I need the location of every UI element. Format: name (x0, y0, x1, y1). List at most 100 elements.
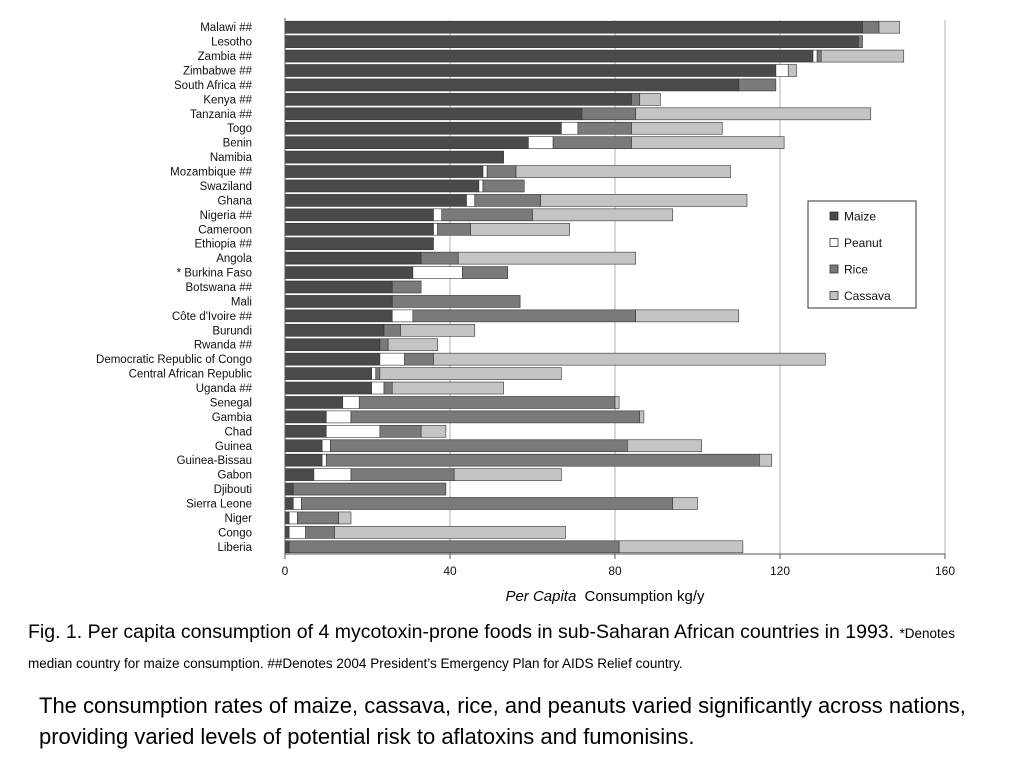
bar-segment-rice (858, 35, 863, 48)
bar-segment-maize (284, 367, 372, 380)
bar-segment-rice (482, 179, 525, 193)
country-label: Ghana (217, 195, 252, 207)
country-label: South Africa ## (174, 80, 253, 92)
bar-segment-cassava (400, 323, 476, 337)
bar-segment-rice (301, 497, 674, 510)
figure-caption: Fig. 1. Per capita consumption of 4 myco… (28, 618, 1003, 678)
bar-segment-rice (391, 280, 422, 294)
bar-segment-maize (284, 381, 372, 395)
bar-segment-cassava (618, 540, 744, 554)
bar-segment-rice (292, 482, 447, 496)
country-label: Zambia ## (198, 51, 253, 63)
bar-segment-maize (284, 468, 315, 481)
bar-segment-cassava (631, 136, 785, 149)
bar-segment-cassava (820, 49, 905, 63)
chart-bars (284, 20, 905, 554)
bar-segment-peanut (371, 381, 385, 395)
x-axis-label: Per Capita Consumption kg/y (505, 588, 705, 605)
country-label: Guinea (215, 441, 253, 453)
bar-segment-rice (474, 194, 542, 207)
legend-label: Rice (844, 263, 868, 277)
country-labels: Malawi ## Lesotho Zambia ## Zimbabwe ## Sout… (96, 22, 253, 554)
country-label: Chad (225, 426, 253, 438)
bar-segment-maize (284, 540, 290, 554)
country-label: Djibouti (214, 484, 252, 496)
bar-segment-peanut (288, 526, 306, 539)
bar-segment-maize (284, 49, 814, 63)
bar-segment-cassava (433, 352, 826, 366)
bar-segment-maize (284, 237, 434, 251)
bar-segment-rice (738, 78, 777, 92)
bar-segment-peanut (379, 352, 405, 366)
bar-segment-maize (284, 323, 385, 337)
country-label: Lesotho (211, 37, 252, 49)
country-label: Liberia (217, 542, 252, 554)
bar-segment-peanut (528, 136, 554, 149)
country-label: Senegal (210, 397, 252, 409)
bar-segment-maize (284, 93, 632, 106)
bar-segment-peanut (321, 439, 331, 453)
bar-segment-maize (284, 453, 323, 467)
bar-segment-rice (441, 208, 533, 222)
bar-segment-cassava (453, 468, 562, 481)
summary-text: The consumption rates of maize, cassava,… (39, 693, 966, 749)
bar-segment-maize (284, 309, 393, 323)
bar-segment-cassava (420, 425, 447, 438)
bar-segment-rice (350, 468, 455, 481)
bar-segment-cassava (759, 453, 773, 467)
bar-segment-peanut (325, 410, 352, 424)
bar-segment-cassava (639, 93, 661, 106)
country-label: Congo (218, 527, 252, 539)
x-tick-label: 0 (282, 564, 289, 578)
bar-segment-maize (284, 295, 393, 308)
bar-segment-rice (420, 251, 459, 265)
bar-segment-peanut (775, 64, 789, 77)
country-label: Namibia (210, 152, 253, 164)
country-label: Guinea-Bissau (177, 455, 252, 467)
bar-segment-rice (383, 381, 393, 395)
bar-segment-cassava (635, 309, 740, 323)
x-axis-label-italic: Per Capita (505, 588, 576, 605)
bar-segment-cassava (334, 526, 566, 539)
bar-segment-rice (486, 165, 517, 178)
country-label: Tanzania ## (190, 109, 253, 121)
bar-segment-maize (284, 511, 290, 525)
country-label: Uganda ## (196, 383, 253, 395)
bar-segment-rice (412, 309, 636, 323)
legend-swatch (829, 264, 839, 274)
bar-segment-maize (284, 222, 434, 236)
legend-swatch (829, 238, 839, 247)
bar-segment-cassava (379, 367, 562, 380)
bar-segment-cassava (540, 194, 748, 207)
country-label: Kenya ## (203, 94, 252, 106)
bar-segment-cassava (515, 165, 731, 178)
bar-segment-peanut (812, 49, 818, 63)
bar-segment-cassava (338, 511, 352, 525)
bar-segment-maize (284, 150, 504, 164)
bar-segment-cassava (387, 338, 438, 352)
bar-segment-cassava (614, 396, 620, 409)
bar-segment-rice (379, 338, 389, 352)
bar-segment-cassava (532, 208, 674, 222)
legend-swatch (829, 291, 839, 300)
caption-notes: *Denotes median country for maize consum… (28, 626, 956, 671)
bar-segment-peanut (342, 396, 360, 409)
bar-segment-peanut (466, 194, 476, 207)
bar-segment-rice (404, 352, 434, 366)
chart-legend: Maize Peanut Rice Cassava (807, 200, 917, 309)
bar-segment-rice (325, 453, 760, 467)
bar-segment-peanut (325, 425, 381, 438)
bar-segment-peanut (482, 165, 488, 178)
bar-segment-maize (284, 78, 740, 92)
bar-segment-maize (284, 497, 294, 510)
bar-segment-maize (284, 64, 777, 77)
x-tick-label: 40 (443, 564, 457, 578)
bar-segment-rice (581, 107, 636, 121)
country-label: Swaziland (200, 181, 252, 193)
bar-segment-rice (350, 410, 641, 424)
bar-segment-maize (284, 121, 562, 135)
bar-segment-maize (284, 194, 467, 207)
x-tick-label: 160 (935, 564, 955, 578)
country-label: Botswana ## (186, 282, 253, 294)
bar-segment-maize (284, 251, 422, 265)
